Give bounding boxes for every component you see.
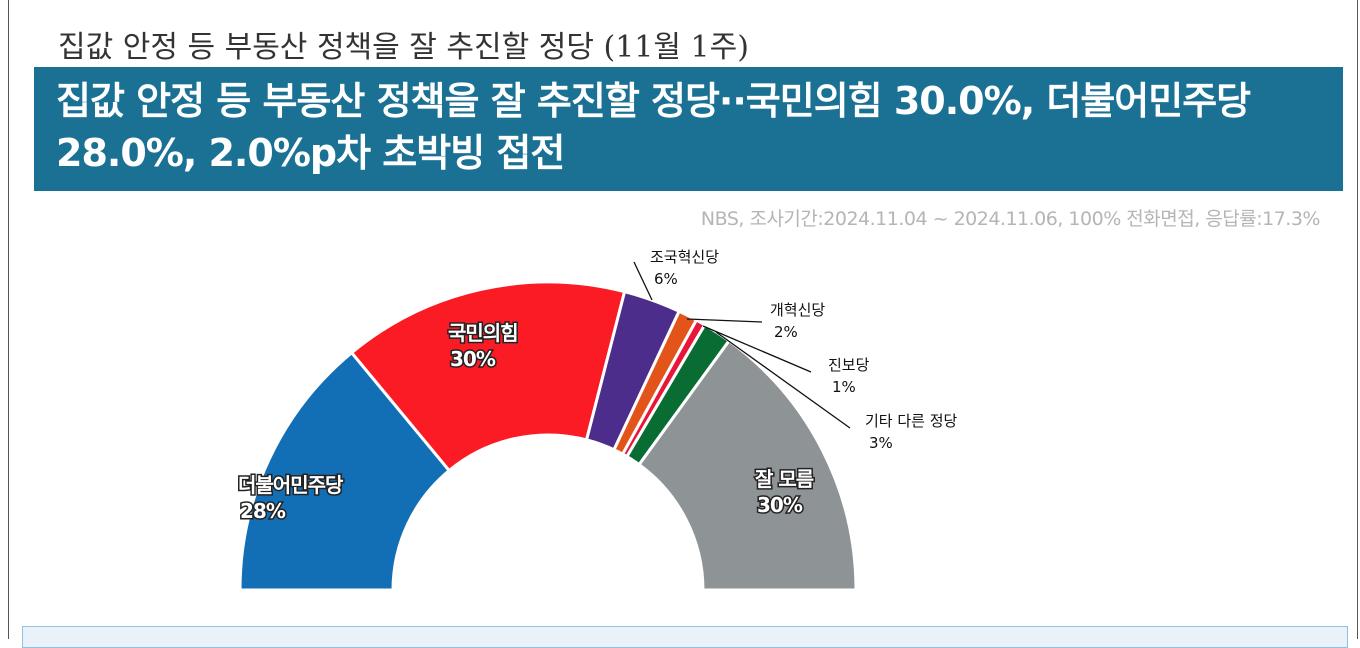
slice-value-0: 28% — [240, 499, 286, 523]
slice-value-5: 3% — [869, 434, 893, 452]
slice-label-0: 더불어민주당 — [238, 473, 344, 497]
slice-label-1: 국민의힘 — [448, 321, 518, 345]
bottom-panel — [22, 626, 1348, 648]
leader-line-4 — [702, 325, 812, 373]
headline-banner: 집값 안정 등 부동산 정책을 잘 추진할 정당··국민의힘 30.0%, 더불… — [34, 67, 1343, 191]
slice-value-4: 1% — [832, 378, 856, 396]
slice-value-6: 30% — [757, 493, 803, 517]
slice-value-2: 6% — [654, 270, 678, 288]
slice-1 — [350, 280, 627, 473]
slice-0 — [238, 351, 451, 592]
frame — [8, 0, 1358, 639]
source-note: NBS, 조사기간:2024.11.04 ~ 2024.11.06, 100% … — [700, 208, 1321, 230]
slice-label-2: 조국혁신당 — [650, 248, 719, 266]
slice-value-3: 2% — [774, 323, 798, 341]
slice-label-5: 기타 다른 정당 — [865, 412, 958, 430]
headline: 집값 안정 등 부동산 정책을 잘 추진할 정당··국민의힘 30.0%, 더불… — [56, 79, 1251, 175]
leader-line-2 — [633, 261, 653, 301]
slice-value-1: 30% — [450, 347, 496, 371]
slice-label-3: 개혁신당 — [770, 301, 825, 319]
slice-label-6: 잘 모름 — [755, 467, 814, 491]
slice-label-4: 진보당 — [828, 356, 870, 374]
slice-6 — [637, 339, 858, 592]
leader-line-5 — [715, 331, 851, 429]
leader-line-3 — [686, 318, 763, 323]
chart-subtitle: 집값 안정 등 부동산 정책을 잘 추진할 정당 (11월 1주) — [58, 30, 749, 65]
